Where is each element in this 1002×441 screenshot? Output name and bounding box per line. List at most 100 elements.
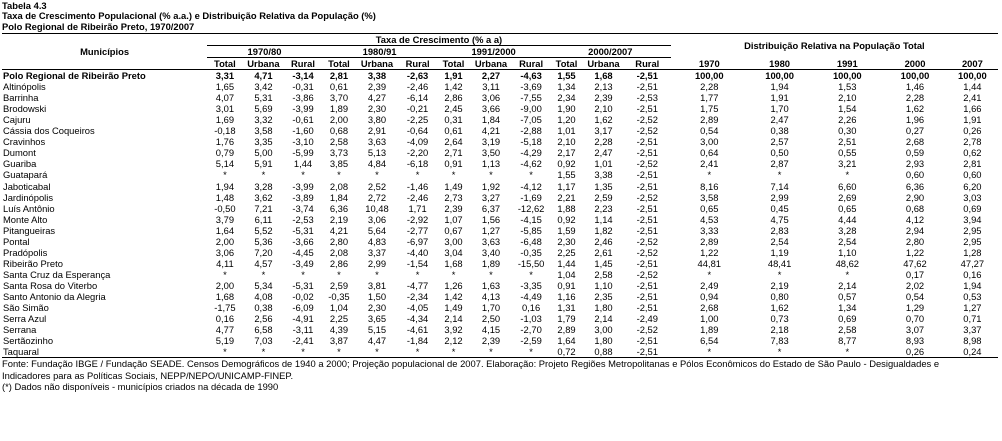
table-cell: -9,00 — [520, 103, 542, 115]
table-cell: * — [845, 169, 850, 181]
table-row: Santa Rosa do Viterbo 2,00 5,34 -5,31 2,59 3,… — [2, 280, 998, 291]
table-cell: 0,71 — [963, 313, 982, 325]
table-cell: 47,62 — [903, 257, 927, 269]
table-cell: 2,81 — [329, 70, 349, 82]
table-cell: -4,45 — [292, 246, 314, 258]
table-cell: -3,49 — [292, 257, 314, 269]
table-cell: 1,94 — [963, 279, 982, 291]
table-cell: 1,19 — [770, 246, 789, 258]
municipios-header: Municípios — [80, 45, 130, 57]
table-cell: 0,61 — [329, 81, 349, 93]
table-cell: 3,73 — [329, 147, 349, 159]
table-cell: 2,58 — [329, 136, 349, 148]
table-cell: 2,18 — [770, 324, 789, 336]
year-header: 1991 — [811, 57, 884, 71]
table-cell: -7,55 — [520, 92, 542, 104]
table-cell: -5,18 — [520, 136, 542, 148]
table-cell: 2,10 — [594, 103, 613, 115]
municipio-name: Cravinhos — [3, 136, 46, 148]
table-cell: 3,03 — [963, 191, 982, 203]
municipio-name: Jardinópolis — [3, 191, 54, 203]
table-cell: -0,35 — [520, 246, 542, 258]
table-cell: 3,35 — [254, 136, 273, 148]
table-cell: 3,17 — [594, 125, 613, 137]
table-row: Brodowski 3,01 5,69 -3,99 1,89 2,30 -0,21 2,45 3… — [2, 103, 998, 114]
table-cell: * — [261, 169, 266, 181]
table-cell: -3,99 — [292, 103, 314, 115]
table-cell: 3,80 — [367, 114, 387, 126]
table-cell: 2,30 — [367, 103, 387, 115]
table-cell: 0,53 — [963, 290, 982, 302]
table-cell: * — [529, 169, 533, 181]
table-cell: -2,52 — [636, 125, 658, 137]
table-row: São Simão -1,75 0,38 -6,09 1,04 2,30 -4,05 1,49… — [2, 302, 998, 313]
table-cell: 0,38 — [254, 302, 273, 314]
table-cell: -3,69 — [520, 81, 542, 93]
table-cell: 0,69 — [963, 202, 982, 214]
table-cell: 2,54 — [770, 235, 789, 247]
table-cell: 7,83 — [770, 335, 789, 347]
table-cell: 1,27 — [481, 224, 501, 236]
table-cell: -2,63 — [406, 70, 429, 82]
table-cell: 3,38 — [594, 169, 613, 181]
table-cell: 2,49 — [700, 279, 719, 291]
table-cell: 6,58 — [254, 324, 273, 336]
table-cell: 2,73 — [444, 191, 463, 203]
table-cell: 1,64 — [215, 224, 235, 236]
table-cell: 2,26 — [838, 114, 857, 126]
table-cell: -6,48 — [520, 235, 542, 247]
table-cell: -0,35 — [328, 290, 350, 302]
table-cell: -3,89 — [292, 191, 314, 203]
table-row: Barrinha 4,07 5,31 -3,86 3,70 4,27 -6,14 2,86 3,… — [2, 92, 998, 103]
table-cell: -2,52 — [636, 268, 658, 280]
table-cell: 0,60 — [963, 169, 982, 181]
table-cell: 1,14 — [594, 213, 613, 225]
table-cell: -0,21 — [406, 103, 429, 115]
table-cell: 3,06 — [481, 92, 501, 104]
table-cell: 1,31 — [557, 302, 576, 314]
period-header: 2000/2007 — [549, 45, 671, 58]
table-cell: 2,80 — [329, 235, 349, 247]
municipio-name: Luís Antônio — [3, 202, 55, 214]
table-cell: 1,94 — [215, 180, 235, 192]
table-cell: 0,68 — [905, 202, 925, 214]
subcol-rural: Rural — [397, 57, 438, 71]
table-cell: -1,46 — [406, 180, 429, 192]
table-cell: 1,22 — [905, 246, 925, 258]
table-cell: 2,10 — [557, 136, 576, 148]
table-cell: 4,21 — [481, 125, 501, 137]
table-document: Tabela 4.3 Taxa de Crescimento Populacio… — [2, 0, 998, 392]
table-cell: -2,51 — [636, 279, 658, 291]
table-cell: 1,22 — [700, 246, 719, 258]
municipio-name: Serrana — [3, 324, 37, 336]
table-cell: 4,53 — [700, 213, 719, 225]
table-cell: 10,48 — [365, 202, 389, 214]
table-cell: 1,34 — [557, 81, 576, 93]
table-cell: -6,14 — [406, 92, 429, 104]
table-cell: 100,00 — [900, 70, 930, 82]
table-cell: * — [375, 268, 379, 280]
table-cell: 1,55 — [557, 169, 576, 181]
table-cell: * — [301, 268, 305, 280]
table-cell: * — [469, 346, 513, 359]
table-cell: -2,46 — [406, 191, 429, 203]
table-cell: 7,21 — [254, 202, 273, 214]
table-cell: 0,60 — [905, 169, 925, 181]
table-cell: -4,05 — [406, 302, 429, 314]
table-cell: 1,89 — [481, 257, 501, 269]
table-cell: 1,42 — [444, 81, 463, 93]
table-row: Ribeirão Preto 4,11 4,57 -3,49 2,86 2,99 -1,54… — [2, 258, 998, 269]
table-cell: 0,16 — [963, 268, 982, 280]
table-cell: * — [242, 346, 285, 359]
table-cell: 1,44 — [963, 81, 982, 93]
table-cell: 3,65 — [367, 313, 387, 325]
table-cell: 3,00 — [444, 235, 463, 247]
table-cell: 2,68 — [905, 136, 925, 148]
table-row: Taquaral * * * * * * * * * 0,72 0,88 -2,51 * * * 0,26 0,2… — [2, 346, 998, 359]
table-cell: 1,70 — [770, 103, 789, 115]
table-cell: 2,80 — [905, 235, 925, 247]
table-cell: 2,72 — [367, 191, 387, 203]
table-cell: 3,85 — [329, 158, 349, 170]
table-cell: -2,51 — [636, 302, 658, 314]
municipio-name: Ribeirão Preto — [3, 257, 63, 269]
